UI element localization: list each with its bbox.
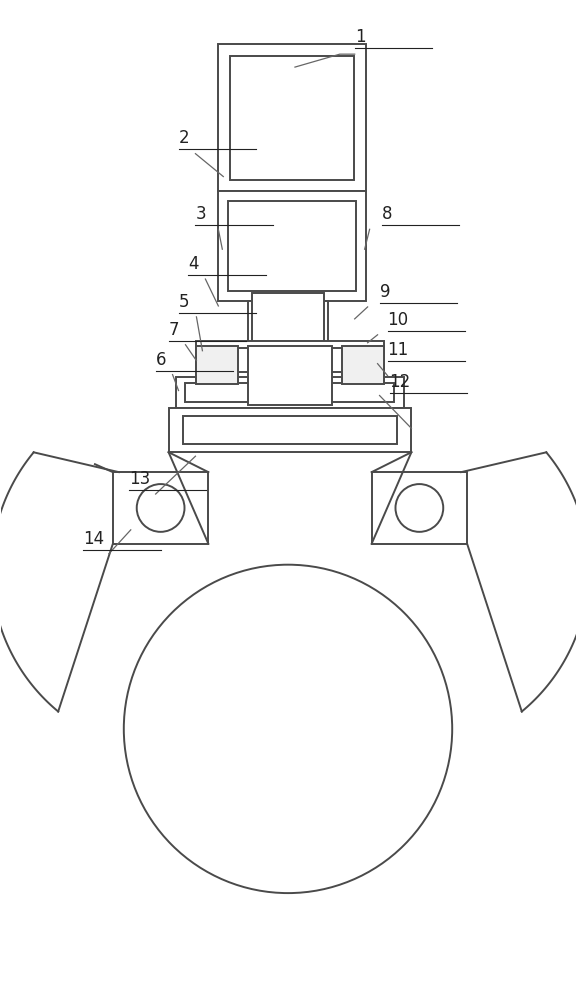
Text: 11: 11 [388, 341, 409, 359]
Text: 14: 14 [83, 530, 104, 548]
Text: 10: 10 [388, 311, 409, 329]
Text: 4: 4 [189, 255, 199, 273]
Bar [218, 191, 366, 301]
Bar [342, 346, 384, 384]
Text: 13: 13 [129, 470, 150, 488]
Text: 2: 2 [178, 129, 189, 147]
Text: 1: 1 [355, 28, 365, 46]
Bar [300, 301, 328, 361]
Text: 6: 6 [156, 351, 166, 369]
Bar [113, 472, 208, 544]
Text: 8: 8 [381, 205, 392, 223]
Text: 9: 9 [380, 283, 390, 301]
Bar [175, 377, 404, 408]
Bar [196, 346, 238, 384]
Bar [372, 472, 467, 544]
Bar [248, 346, 332, 405]
Bar [230, 56, 354, 180]
Text: 12: 12 [389, 373, 411, 391]
Bar [248, 301, 276, 361]
Bar [185, 383, 395, 402]
Bar [228, 201, 355, 291]
Bar [182, 416, 398, 444]
Text: 3: 3 [196, 205, 206, 223]
Text: 7: 7 [168, 321, 179, 339]
Bar [196, 341, 384, 379]
Bar [252, 293, 324, 343]
Bar [204, 348, 376, 372]
Bar [218, 44, 366, 191]
Text: 5: 5 [178, 293, 189, 311]
Bar [168, 408, 411, 452]
